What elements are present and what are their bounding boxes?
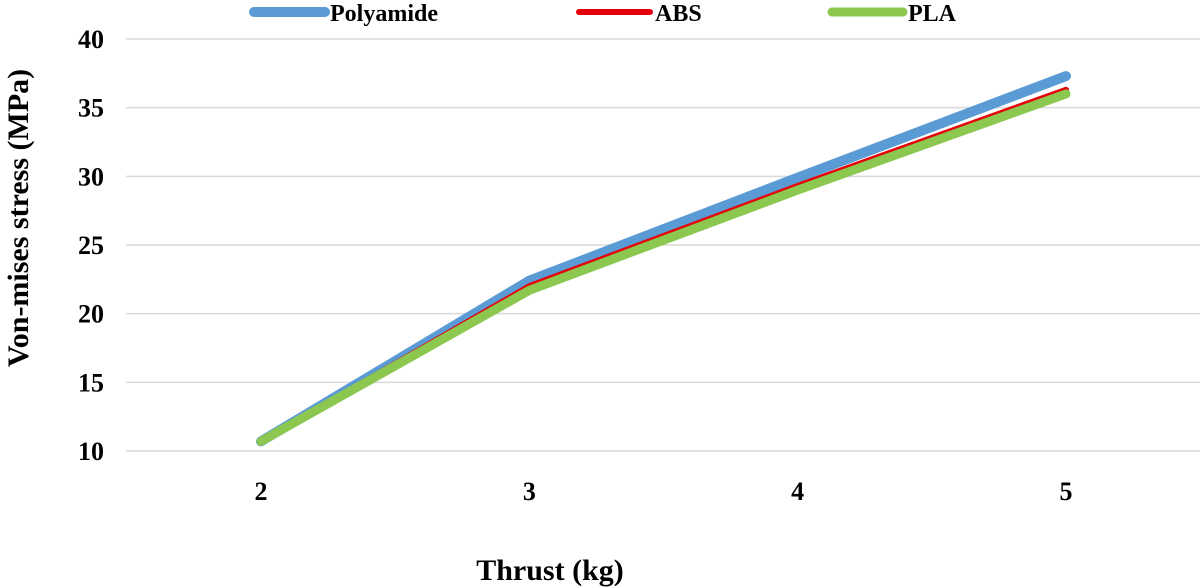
y-tick-label: 10 [78, 437, 104, 466]
legend-label-abs: ABS [655, 1, 702, 27]
y-tick-label: 25 [78, 231, 104, 260]
legend-label-polyamide: Polyamide [330, 1, 438, 27]
y-tick-label: 35 [78, 94, 104, 123]
y-axis-title: Von-mises stress (MPa) [2, 69, 35, 367]
x-tick-label: 2 [255, 477, 268, 506]
legend: Polyamide ABS PLA [249, 1, 957, 27]
y-tick-label: 15 [78, 368, 104, 397]
gridlines [126, 38, 1200, 452]
y-axis-ticks: 10 15 20 25 30 35 40 [78, 25, 104, 466]
series-line-abs [258, 86, 1069, 445]
x-axis-ticks: 2 3 4 5 [255, 477, 1073, 506]
x-axis-title: Thrust (kg) [476, 554, 624, 587]
y-tick-label: 20 [78, 300, 104, 329]
y-tick-label: 30 [78, 162, 104, 191]
y-tick-label: 40 [78, 25, 104, 54]
x-tick-label: 3 [523, 477, 536, 506]
x-tick-label: 4 [791, 477, 804, 506]
series-line-pla [256, 89, 1071, 446]
series-lines [256, 71, 1071, 447]
legend-label-pla: PLA [908, 1, 957, 27]
x-tick-label: 5 [1060, 477, 1073, 506]
